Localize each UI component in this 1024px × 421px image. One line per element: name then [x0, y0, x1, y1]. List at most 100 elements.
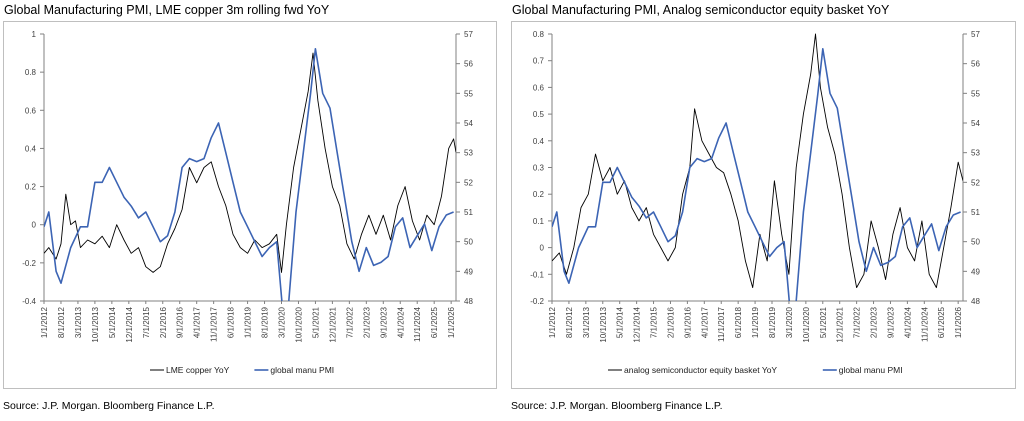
x-tick-label: 8/1/2019	[768, 306, 777, 338]
chart-panel-right: Global Manufacturing PMI, Analog semicon…	[508, 0, 1018, 421]
y-right-tick-label: 56	[464, 60, 473, 69]
y-right-tick-label: 55	[971, 89, 980, 98]
series-line-primary	[552, 33, 963, 289]
x-tick-label: 12/1/2021	[836, 306, 845, 342]
legend-label: LME copper YoY	[166, 365, 230, 375]
y-right-tick-label: 51	[971, 208, 980, 217]
x-tick-label: 10/1/2020	[802, 306, 811, 342]
x-tick-label: 5/1/2021	[819, 306, 828, 338]
x-tick-label: 6/1/2018	[227, 306, 236, 338]
y-right-tick-label: 49	[971, 267, 980, 276]
x-tick-label: 3/1/2013	[582, 306, 591, 338]
y-left-tick-label: 0.6	[533, 83, 545, 92]
x-tick-label: 2/1/2023	[870, 306, 879, 338]
x-tick-label: 9/1/2023	[379, 306, 388, 338]
x-tick-label: 6/1/2025	[937, 306, 946, 338]
y-left-tick-label: 0	[540, 244, 545, 253]
y-right-tick-label: 52	[464, 178, 473, 187]
y-left-tick-label: 0.2	[25, 183, 37, 192]
y-right-tick-label: 52	[971, 178, 980, 187]
x-tick-label: 11/1/2017	[717, 306, 726, 342]
series-line-pmi	[552, 47, 961, 301]
x-tick-label: 12/1/2014	[125, 306, 134, 342]
x-tick-label: 3/1/2020	[785, 306, 794, 338]
x-tick-label: 7/1/2022	[853, 306, 862, 338]
y-right-tick-label: 54	[464, 119, 473, 128]
x-tick-label: 1/1/2019	[751, 306, 760, 338]
x-tick-label: 8/1/2012	[565, 306, 574, 338]
y-left-tick-label: -0.1	[530, 270, 544, 279]
legend-label: global manu PMI	[839, 365, 903, 375]
y-right-tick-label: 50	[971, 238, 980, 247]
x-tick-label: 12/1/2014	[633, 306, 642, 342]
x-tick-label: 1/1/2012	[548, 306, 557, 338]
x-tick-label: 9/1/2023	[886, 306, 895, 338]
x-tick-label: 5/1/2014	[616, 306, 625, 338]
x-tick-label: 9/1/2016	[683, 306, 692, 338]
y-right-tick-label: 48	[464, 297, 473, 306]
y-right-tick-label: 51	[464, 208, 473, 217]
x-tick-label: 7/1/2022	[345, 306, 354, 338]
x-tick-label: 2/1/2016	[159, 306, 168, 338]
y-left-tick-label: 0.2	[533, 190, 545, 199]
x-tick-label: 12/1/2021	[328, 306, 337, 342]
x-tick-label: 8/1/2012	[57, 306, 66, 338]
copper-pmi-chart: -0.4 -0.2 0 0.2 0.4 0.6 0.8 1 48 49 50 51 52 53 54 55 56…	[22, 30, 473, 375]
semiconductor-pmi-chart: -0.2 -0.1 0 0.1 0.2 0.3 0.4 0.5 0.6 0.7 0.8 48 49 50 5…	[530, 30, 980, 375]
y-right-tick-label: 54	[971, 119, 980, 128]
y-left-tick-label: 0.4	[533, 137, 545, 146]
y-right-tick-label: 53	[971, 149, 980, 158]
x-tick-label: 10/1/2013	[599, 306, 608, 342]
series-line-pmi	[44, 47, 454, 301]
x-tick-label: 10/1/2013	[91, 306, 100, 342]
x-tick-label: 11/1/2024	[920, 306, 929, 342]
y-right-tick-label: 56	[971, 60, 980, 69]
x-tick-label: 2/1/2016	[666, 306, 675, 338]
y-left-tick-label: 0	[32, 221, 37, 230]
source-note: Source: J.P. Morgan. Bloomberg Finance L…	[511, 400, 723, 412]
y-left-tick-label: 0.1	[533, 217, 545, 226]
legend-label: analog semiconductor equity basket YoY	[624, 365, 777, 375]
y-right-tick-label: 53	[464, 149, 473, 158]
x-tick-label: 10/1/2020	[294, 306, 303, 342]
x-tick-label: 6/1/2018	[734, 306, 743, 338]
chart-panel-left: Global Manufacturing PMI, LME copper 3m …	[0, 0, 500, 421]
y-left-tick-label: 0.3	[533, 164, 545, 173]
x-tick-label: 4/1/2024	[396, 306, 405, 338]
x-tick-label: 3/1/2020	[278, 306, 287, 338]
x-tick-label: 8/1/2019	[261, 306, 270, 338]
x-tick-label: 3/1/2013	[74, 306, 83, 338]
y-left-tick-label: 0.4	[25, 144, 37, 153]
x-tick-label: 4/1/2017	[193, 306, 202, 338]
y-right-tick-label: 57	[971, 30, 980, 39]
y-right-tick-label: 48	[971, 297, 980, 306]
y-left-tick-label: 0.5	[533, 110, 545, 119]
chart-title: Global Manufacturing PMI, LME copper 3m …	[4, 3, 330, 17]
x-tick-label: 1/1/2019	[244, 306, 253, 338]
y-left-tick-label: -0.2	[530, 297, 544, 306]
y-right-tick-label: 55	[464, 89, 473, 98]
y-left-tick-label: -0.4	[22, 297, 36, 306]
x-tick-label: 1/1/2012	[40, 306, 49, 338]
x-tick-label: 6/1/2025	[430, 306, 439, 338]
y-left-tick-label: 0.6	[25, 106, 37, 115]
y-left-tick-label: 0.7	[533, 57, 545, 66]
x-tick-label: 7/1/2015	[650, 306, 659, 338]
y-left-tick-label: 0.8	[25, 68, 37, 77]
chart-frame	[3, 21, 497, 389]
legend-label: global manu PMI	[270, 365, 334, 375]
x-tick-label: 1/1/2026	[447, 306, 456, 338]
x-tick-label: 4/1/2024	[903, 306, 912, 338]
x-tick-label: 7/1/2015	[142, 306, 151, 338]
y-left-tick-label: 1	[32, 30, 37, 39]
chart-frame	[511, 21, 1016, 389]
y-right-tick-label: 57	[464, 30, 473, 39]
x-tick-label: 11/1/2017	[210, 306, 219, 342]
x-tick-label: 4/1/2017	[700, 306, 709, 338]
x-tick-label: 1/1/2026	[954, 306, 963, 338]
x-tick-label: 11/1/2024	[413, 306, 422, 342]
x-tick-label: 2/1/2023	[362, 306, 371, 338]
y-right-tick-label: 50	[464, 238, 473, 247]
x-tick-label: 5/1/2014	[108, 306, 117, 338]
y-left-tick-label: 0.8	[533, 30, 545, 39]
